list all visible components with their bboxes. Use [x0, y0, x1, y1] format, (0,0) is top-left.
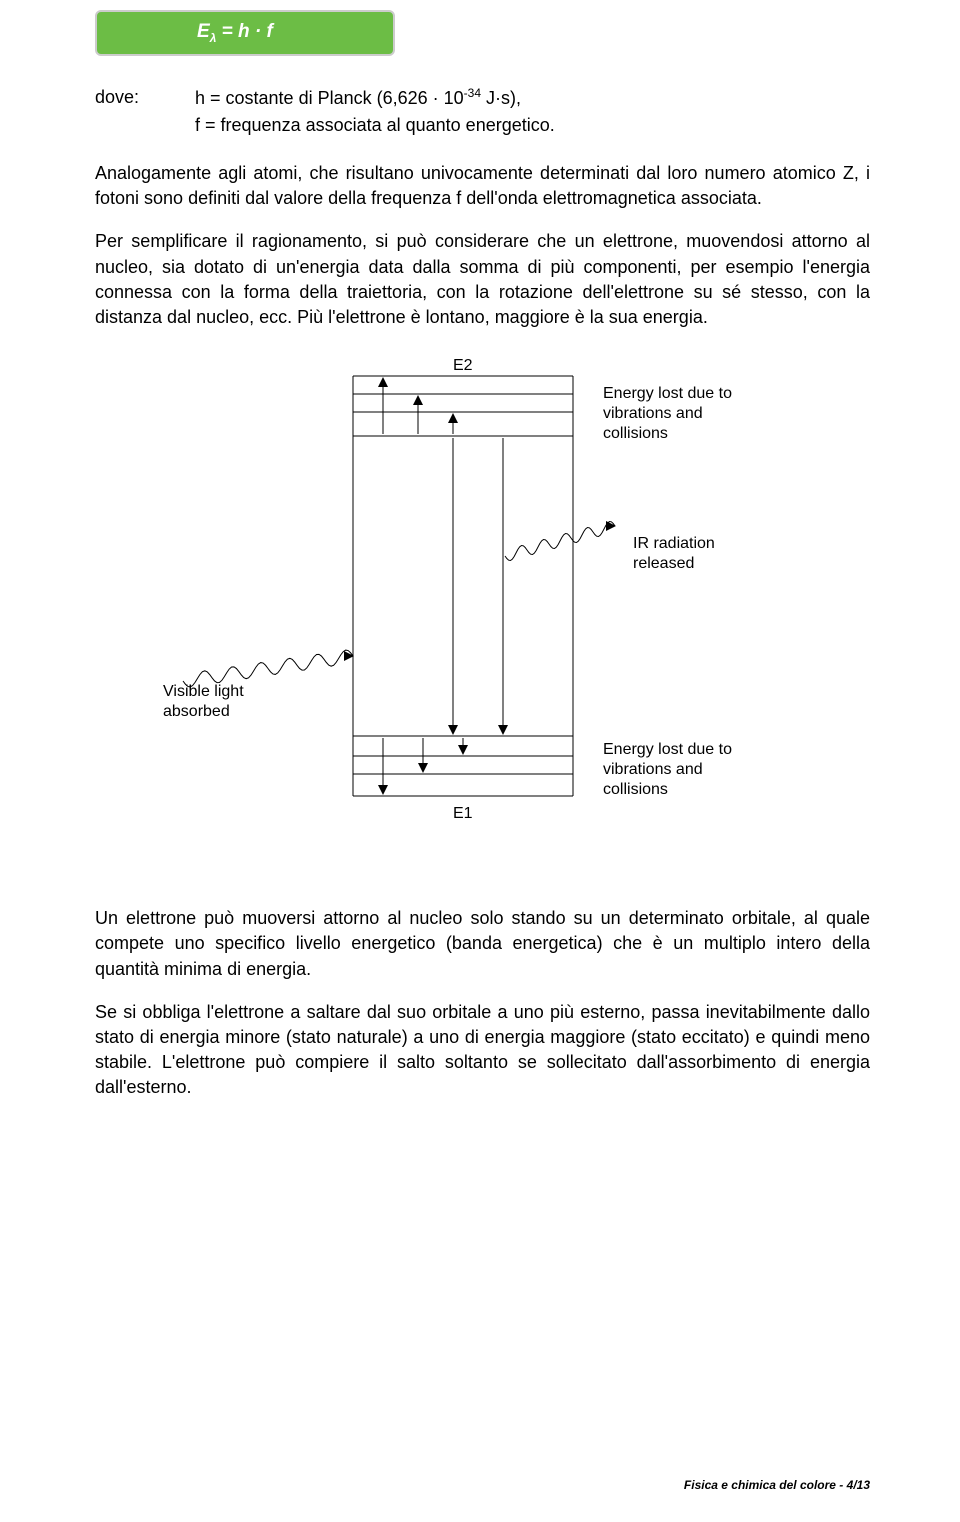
svg-text:vibrations and: vibrations and	[603, 761, 703, 778]
formula-lhs: Eλ = h · f	[197, 21, 273, 45]
svg-text:E1: E1	[453, 805, 473, 822]
paragraph-4: Se si obbliga l'elettrone a saltare dal …	[95, 1000, 870, 1101]
dove-line1: h = costante di Planck (6,626 · 10-34 J·…	[195, 84, 521, 112]
paragraph-2: Per semplificare il ragionamento, si può…	[95, 229, 870, 330]
energy-level-diagram: E2 E1 Visible light absorbed Energy lost due…	[163, 356, 803, 856]
svg-text:collisions: collisions	[603, 781, 668, 798]
svg-text:Energy lost due to: Energy lost due to	[603, 741, 732, 758]
page: Eλ = h · f dove: h = costante di Planck …	[0, 0, 960, 1522]
svg-text:Energy lost due to: Energy lost due to	[603, 385, 732, 402]
svg-text:collisions: collisions	[603, 425, 668, 442]
definition-block: dove: h = costante di Planck (6,626 · 10…	[95, 84, 870, 139]
svg-text:released: released	[633, 555, 694, 572]
svg-text:E2: E2	[453, 357, 473, 374]
svg-text:vibrations and: vibrations and	[603, 405, 703, 422]
dove-label: dove:	[95, 84, 195, 112]
paragraph-1: Analogamente agli atomi, che risultano u…	[95, 161, 870, 211]
svg-text:IR radiation: IR radiation	[633, 535, 715, 552]
page-footer: Fisica e chimica del colore - 4/13	[684, 1478, 870, 1492]
svg-text:Visible light: Visible light	[163, 683, 244, 700]
formula-box: Eλ = h · f	[95, 10, 395, 56]
dove-line2: f = frequenza associata al quanto energe…	[195, 112, 870, 139]
svg-text:absorbed: absorbed	[163, 703, 230, 720]
paragraph-3: Un elettrone può muoversi attorno al nuc…	[95, 906, 870, 982]
diagram-container: E2 E1 Visible light absorbed Energy lost due…	[95, 356, 870, 856]
